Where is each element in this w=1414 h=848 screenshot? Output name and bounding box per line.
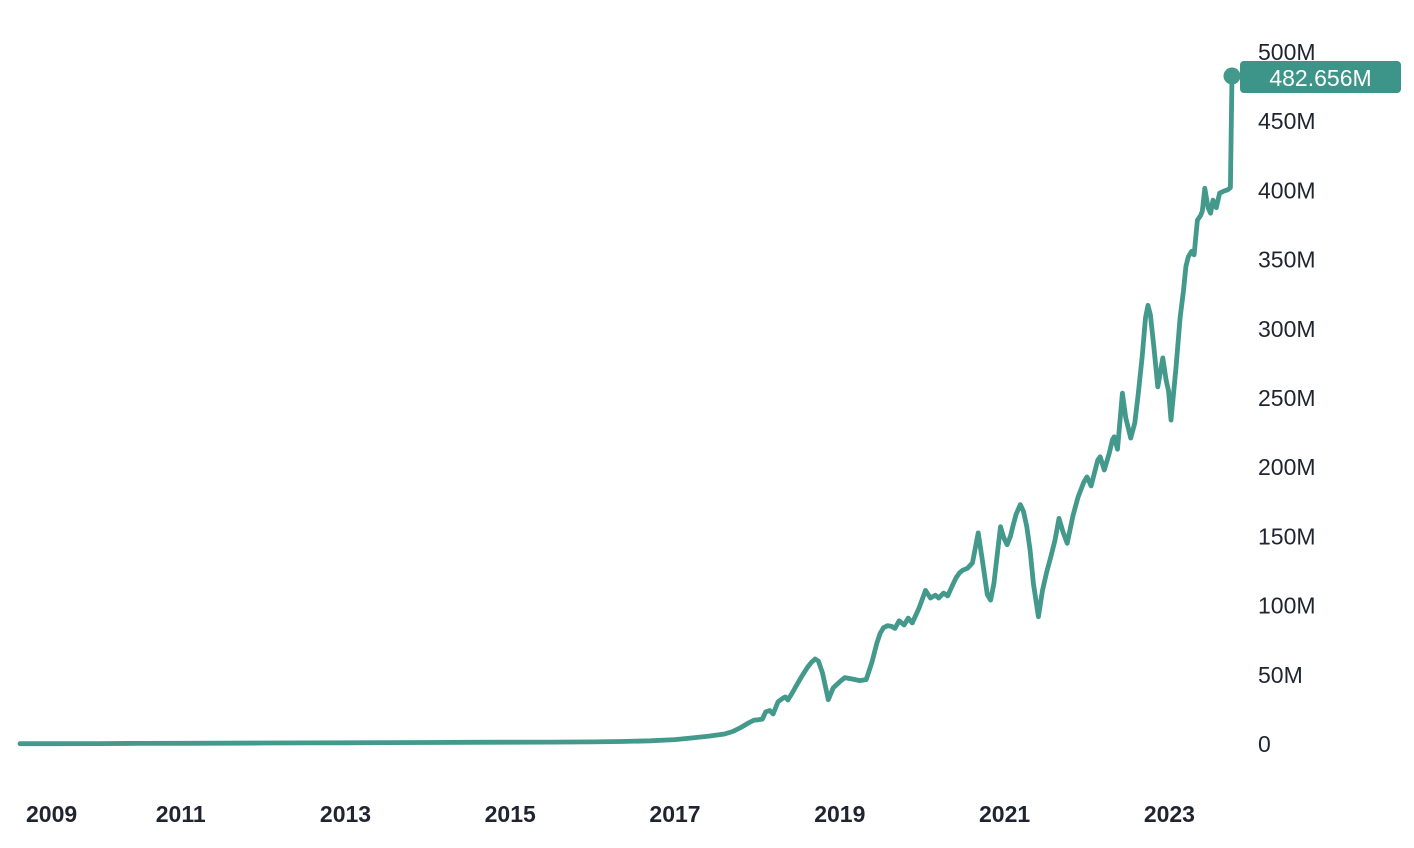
- value-badge: 482.656M: [1240, 61, 1401, 93]
- y-axis-tick-label: 50M: [1258, 662, 1303, 688]
- x-axis-tick-label: 2017: [649, 801, 700, 827]
- value-badge-label: 482.656M: [1269, 65, 1371, 91]
- last-point-marker: [1223, 67, 1241, 85]
- y-axis-tick-label: 350M: [1258, 247, 1316, 273]
- y-axis-tick-label: 400M: [1258, 177, 1316, 203]
- y-axis-tick-label: 450M: [1258, 108, 1316, 134]
- y-axis-tick-label: 500M: [1258, 39, 1316, 65]
- x-axis-tick-label: 2023: [1144, 801, 1195, 827]
- x-axis-tick-label: 2009: [26, 801, 77, 827]
- x-axis-tick-label: 2019: [814, 801, 865, 827]
- value-badge-background: [1240, 61, 1401, 93]
- y-axis-tick-label: 0: [1258, 731, 1271, 757]
- x-axis-tick-label: 2021: [979, 801, 1030, 827]
- y-axis-tick-label: 250M: [1258, 385, 1316, 411]
- x-axis-tick-label: 2013: [320, 801, 371, 827]
- x-axis-tick-label: 2011: [156, 801, 206, 827]
- y-axis-tick-label: 200M: [1258, 454, 1316, 480]
- y-axis-tick-label: 150M: [1258, 523, 1316, 549]
- y-axis-tick-label: 100M: [1258, 593, 1316, 619]
- series-line: [17, 73, 1235, 747]
- x-axis-labels: 2009 2011 2013 2015 2017 2019 2021 2023: [26, 801, 1195, 827]
- y-axis-labels: 500M 450M 400M 350M 300M 250M 200M 150M 100M 50M 0: [1258, 39, 1316, 757]
- y-axis-tick-label: 300M: [1258, 316, 1316, 342]
- x-axis-tick-label: 2015: [485, 801, 536, 827]
